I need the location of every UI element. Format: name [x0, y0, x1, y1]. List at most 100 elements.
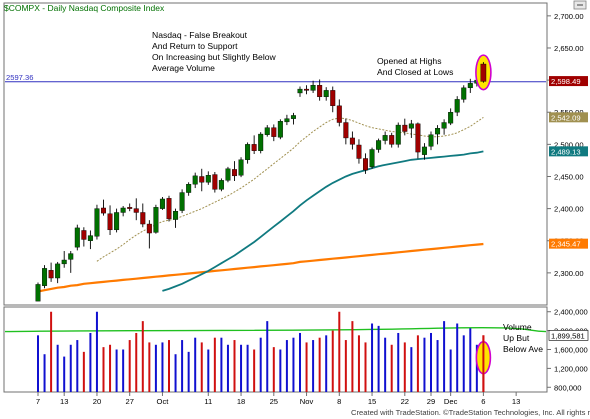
- support-line: 2597.36: [5, 73, 546, 83]
- candle-up: [277, 121, 283, 138]
- candle-down: [81, 230, 87, 240]
- date-tick-label: 13: [60, 397, 68, 406]
- date-tick-label: 18: [237, 397, 245, 406]
- date-tick-label: Dec: [444, 397, 458, 406]
- date-tick-label: 20: [93, 397, 101, 406]
- candle-down: [100, 207, 106, 214]
- candle-up: [74, 227, 80, 248]
- price-tick-label: 2,650.00: [554, 44, 584, 53]
- candle-up: [159, 198, 165, 209]
- candle-down: [140, 212, 146, 225]
- candle-up: [310, 85, 316, 91]
- date-tick-label: Nov: [300, 397, 314, 406]
- candle-up: [120, 207, 126, 213]
- price-panel: [3, 2, 548, 306]
- date-axis: 7 13 20 27 Oct 11 18 25 Nov 8 15 22 29 Dec 6 13: [36, 392, 520, 406]
- support-level-label: 2597.36: [6, 73, 33, 82]
- date-tick-label: 7: [36, 397, 40, 406]
- price-marker-box: [549, 146, 588, 157]
- candle-up: [87, 235, 93, 241]
- candle-up: [218, 180, 224, 190]
- volume-average-line: [4, 326, 547, 333]
- candle-down: [133, 208, 139, 213]
- volume-tick-label: 1,200,000: [554, 364, 588, 373]
- date-tick-label: 8: [337, 397, 341, 406]
- ma-mid-line: [162, 150, 484, 292]
- candle-down: [389, 135, 395, 145]
- price-markers: 2,598.49 2,542.09 2,489.13 2,345.47 1,899,58…: [548, 76, 589, 341]
- candle-up: [297, 88, 303, 94]
- date-tick-label: 13: [512, 397, 520, 406]
- price-tick-label: 2,700.00: [554, 12, 584, 21]
- date-tick-label: 22: [401, 397, 409, 406]
- price-marker-box: [549, 238, 588, 249]
- price-marker-label: 2,489.13: [551, 147, 581, 156]
- date-tick-label: 27: [125, 397, 133, 406]
- candle-down: [402, 124, 408, 132]
- opened-annotation: Opened at Highs And Closed at Lows: [377, 56, 453, 77]
- price-marker-box: [549, 76, 588, 87]
- candle-down: [304, 88, 310, 91]
- candle-down: [363, 158, 369, 171]
- volume-bars: [37, 311, 485, 392]
- breakout-line-3: On Increasing but Slightly Below: [152, 52, 277, 62]
- volume-line-1: Volume: [503, 322, 532, 332]
- footer-credit: Created with TradeStation. ©TradeStation…: [351, 408, 590, 417]
- header-name: Nasdaq Composite Index: [69, 3, 165, 13]
- candle-down: [107, 213, 113, 231]
- candle-up: [42, 268, 48, 286]
- candle-up: [448, 112, 454, 124]
- candle-down: [343, 122, 349, 139]
- candle-up: [153, 207, 159, 233]
- candle-up: [382, 135, 388, 141]
- candle-down: [336, 105, 342, 123]
- candle-up: [94, 208, 100, 237]
- date-tick-label: Oct: [157, 397, 170, 406]
- candle-down: [127, 207, 133, 209]
- candle-up: [395, 124, 401, 145]
- candle-up: [179, 192, 185, 211]
- candle-down: [349, 137, 355, 145]
- candle-up: [467, 83, 473, 89]
- ma-slow-line: [37, 242, 484, 293]
- date-tick-label: 29: [427, 397, 435, 406]
- candle-up: [264, 127, 270, 135]
- breakout-line-2: And Return to Support: [152, 41, 238, 51]
- volume-annotation: Volume Up But Below Ave: [503, 322, 543, 354]
- price-marker-label: 2,542.09: [551, 113, 581, 122]
- volume-tick-label: 2,400,000: [554, 308, 588, 317]
- candle-up: [284, 118, 290, 123]
- candle-up: [205, 175, 211, 183]
- volume-tick-label: 1,600,000: [554, 346, 588, 355]
- candle-up: [114, 212, 120, 231]
- candle-down: [317, 85, 323, 98]
- candle-down: [231, 169, 237, 177]
- volume-line-3: Below Ave: [503, 344, 543, 354]
- breakout-line-4: Average Volume: [152, 63, 215, 73]
- candle-up: [435, 128, 441, 135]
- chart-header: $COMPX - Daily Nasdaq Composite Index: [4, 3, 165, 13]
- price-tick-label: 2,300.00: [554, 269, 584, 278]
- breakout-annotation: Nasdaq - False Breakout And Return to Su…: [152, 30, 278, 73]
- price-tick-label: 2,450.00: [554, 172, 584, 181]
- volume-marker-box: [548, 330, 589, 341]
- candle-up: [68, 253, 74, 260]
- candle-down: [271, 127, 277, 137]
- highlight-candle-body: [480, 63, 487, 82]
- candle-up: [454, 99, 460, 113]
- candle-up: [35, 284, 41, 302]
- candle-up: [186, 183, 192, 193]
- candle-down: [415, 123, 421, 153]
- volume-marker-label: 1,899,581: [551, 331, 585, 340]
- date-tick-label: 6: [481, 397, 485, 406]
- candle-up: [192, 175, 198, 185]
- candle-up: [173, 210, 179, 220]
- candles: [35, 62, 486, 302]
- candle-up: [461, 87, 467, 100]
- candle-down: [251, 144, 257, 151]
- candle-down: [146, 223, 152, 234]
- price-axis: 2,300.002,350.002,400.002,450.002,500.00…: [547, 12, 584, 278]
- volume-line-2: Up But: [503, 333, 530, 343]
- header-interval: Daily: [47, 3, 67, 13]
